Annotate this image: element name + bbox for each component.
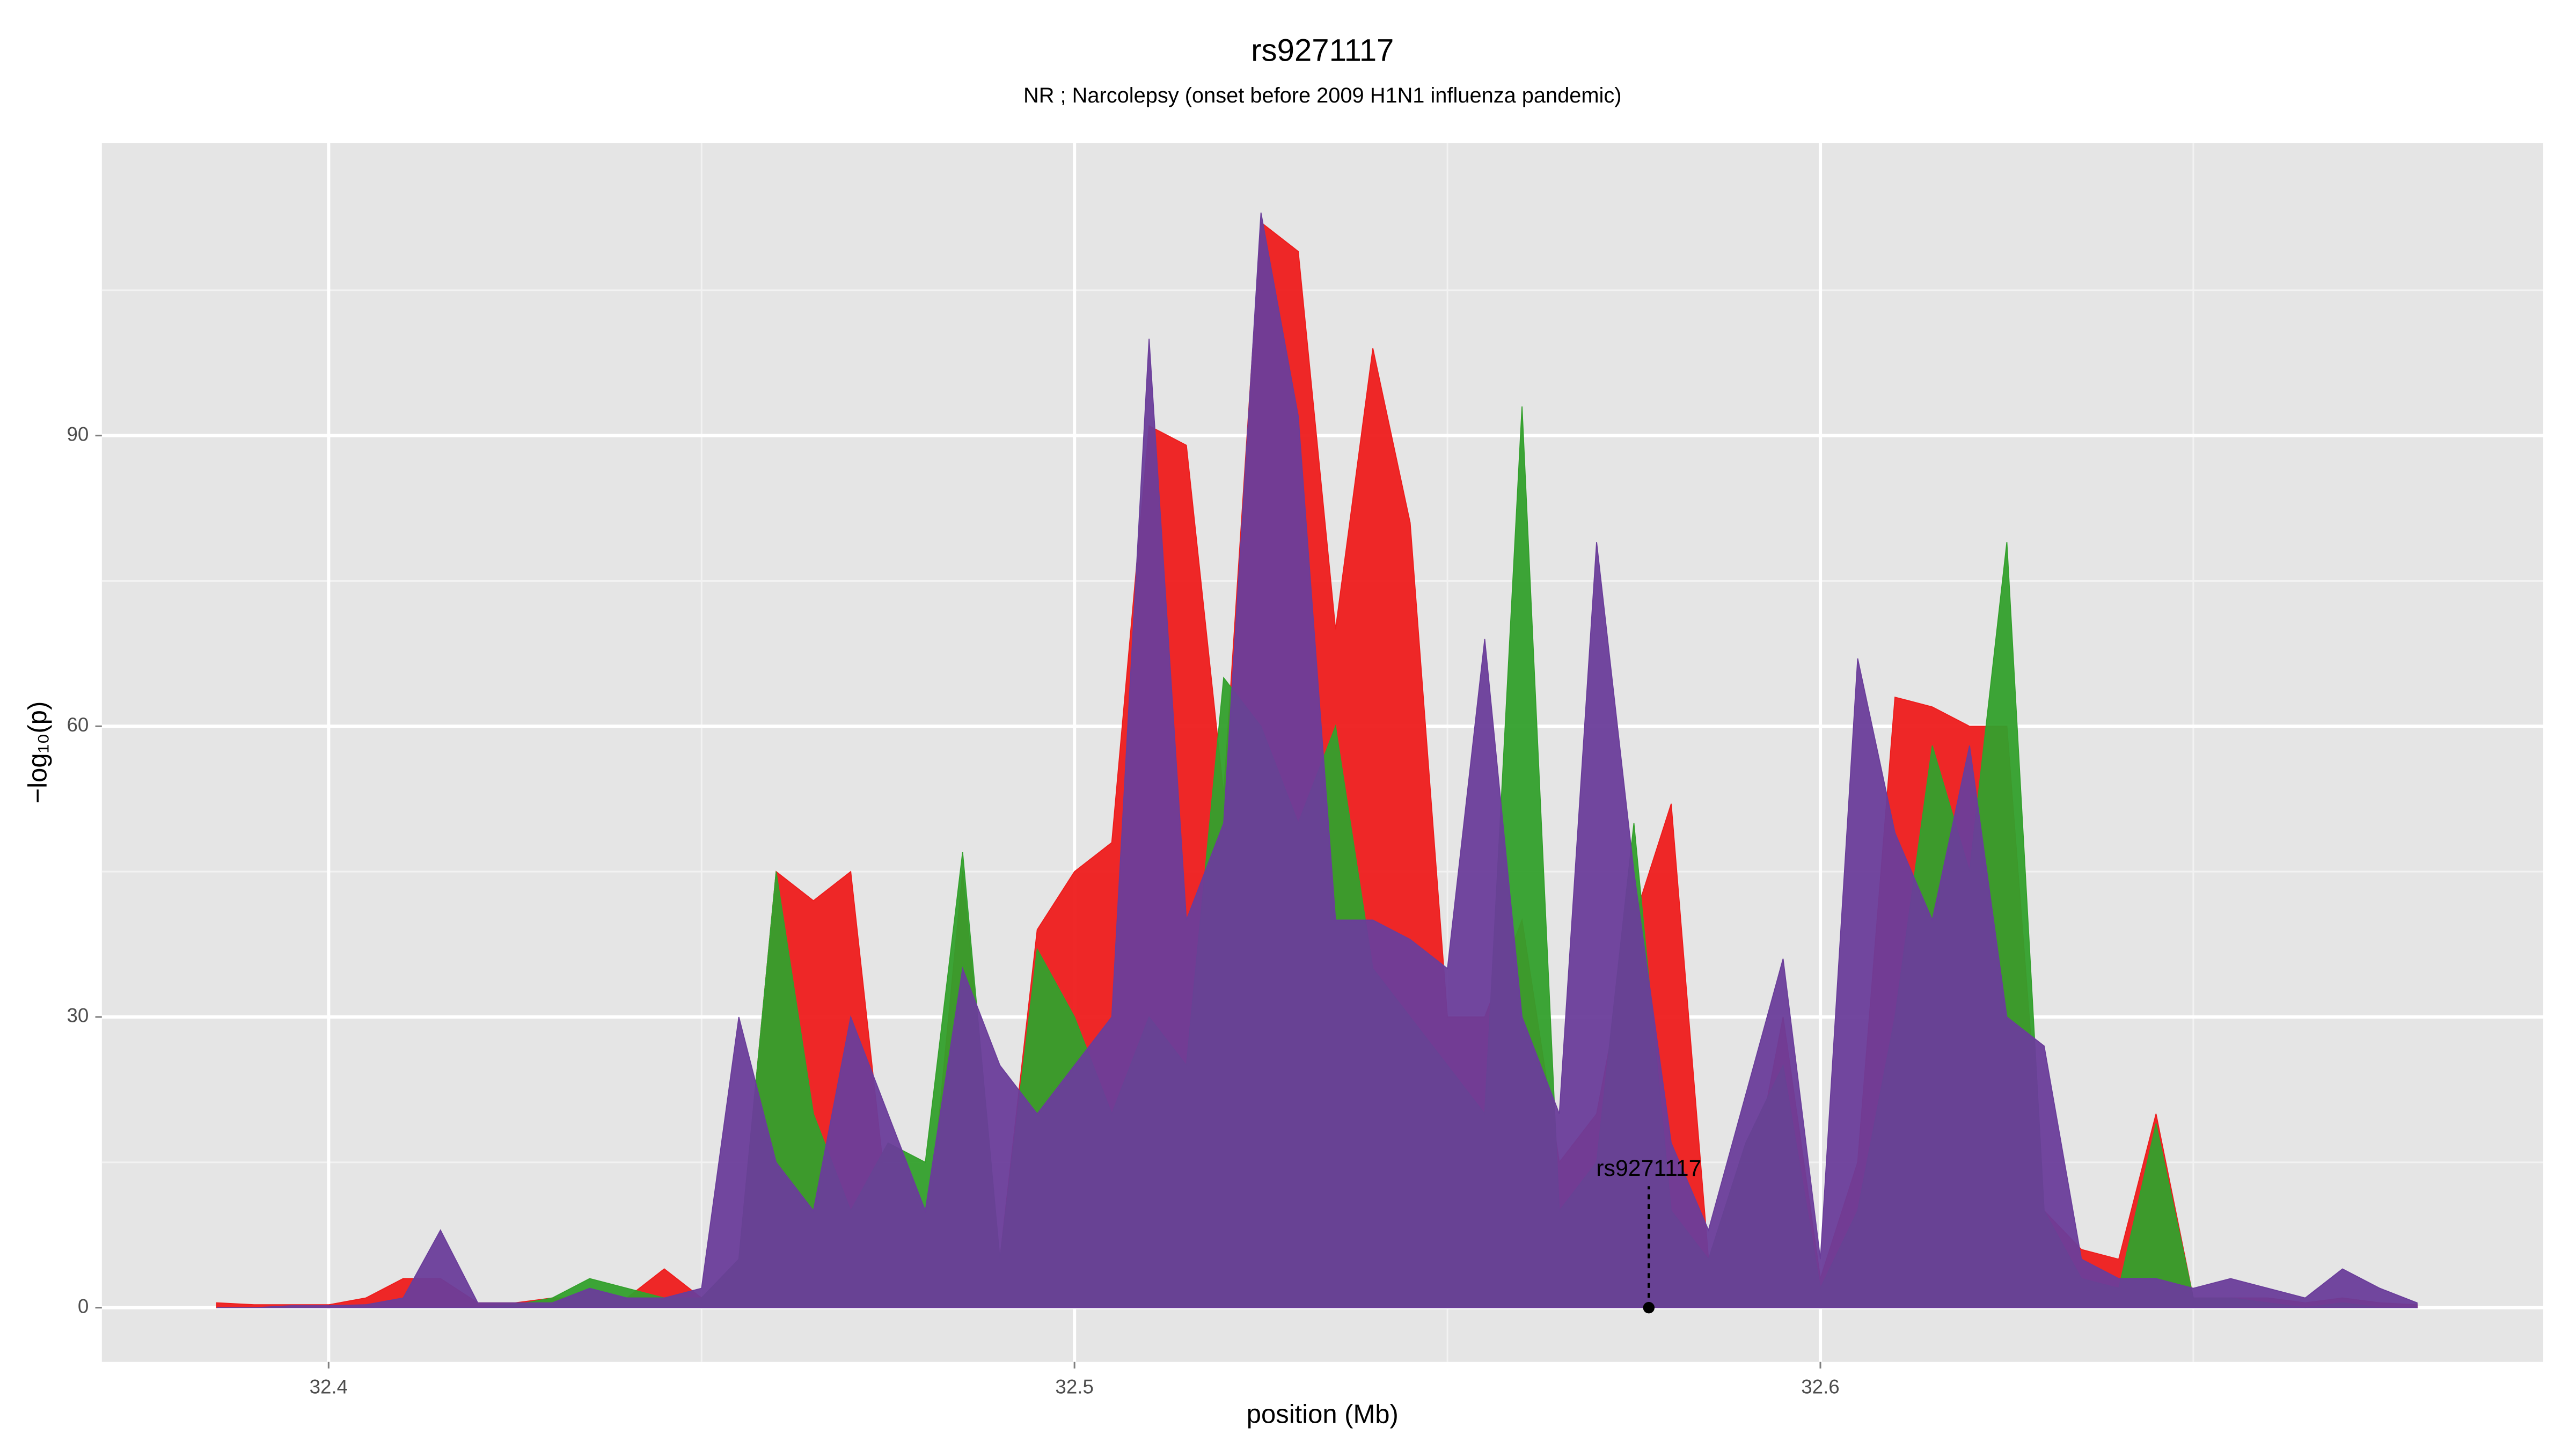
y-tick-label: 90 <box>67 423 89 445</box>
x-tick-label: 32.6 <box>1801 1375 1839 1397</box>
annotation-label: rs9271117 <box>1596 1155 1701 1181</box>
chart-title: rs9271117 <box>1251 33 1394 68</box>
y-tick-label: 60 <box>67 714 89 736</box>
x-tick-label: 32.4 <box>310 1375 348 1397</box>
x-axis-label: position (Mb) <box>1247 1400 1399 1429</box>
areas <box>216 213 2418 1308</box>
y-tick-label: 0 <box>78 1295 89 1317</box>
axes: 32.4 32.5 32.6 0 30 60 90 <box>67 423 1839 1397</box>
annotation: rs9271117 <box>1596 1155 1701 1314</box>
area <box>216 213 2418 1308</box>
y-axis-label: −log₁₀(p) <box>23 701 52 804</box>
y-tick-label: 30 <box>67 1005 89 1027</box>
annotation-point <box>1643 1301 1655 1314</box>
chart-subtitle: NR ; Narcolepsy (onset before 2009 H1N1 … <box>1023 84 1621 107</box>
x-tick-label: 32.5 <box>1055 1375 1093 1397</box>
